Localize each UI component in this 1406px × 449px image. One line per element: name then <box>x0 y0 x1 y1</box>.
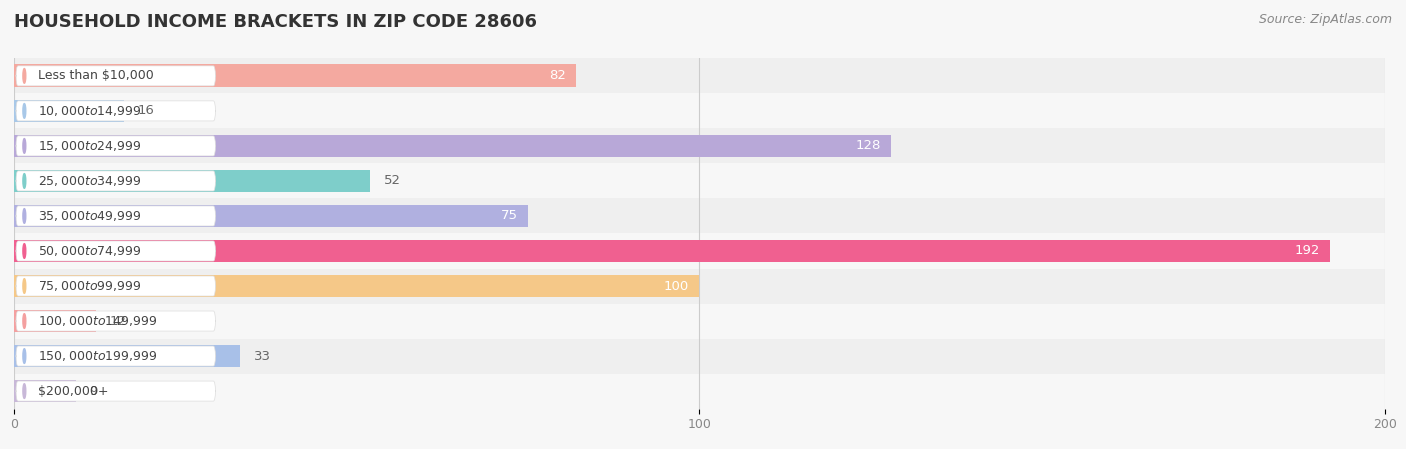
Bar <box>14 65 576 87</box>
Text: $50,000 to $74,999: $50,000 to $74,999 <box>38 244 142 258</box>
Bar <box>0 128 1385 163</box>
Text: 75: 75 <box>501 210 517 222</box>
Bar <box>14 100 124 122</box>
Bar <box>0 233 1385 269</box>
Bar <box>0 58 1385 93</box>
Circle shape <box>22 314 25 328</box>
Text: $200,000+: $200,000+ <box>38 385 108 397</box>
Bar <box>0 163 1385 198</box>
FancyBboxPatch shape <box>15 381 215 401</box>
Bar <box>0 198 1385 233</box>
Text: 192: 192 <box>1295 245 1320 257</box>
Bar <box>14 240 1330 262</box>
Text: HOUSEHOLD INCOME BRACKETS IN ZIP CODE 28606: HOUSEHOLD INCOME BRACKETS IN ZIP CODE 28… <box>14 13 537 31</box>
Circle shape <box>22 104 25 118</box>
Text: 128: 128 <box>856 140 882 152</box>
Bar <box>14 380 76 402</box>
Text: 33: 33 <box>254 350 271 362</box>
FancyBboxPatch shape <box>15 171 215 191</box>
Bar <box>14 170 371 192</box>
Circle shape <box>22 69 25 83</box>
Bar <box>0 339 1385 374</box>
FancyBboxPatch shape <box>15 346 215 366</box>
Bar <box>0 269 1385 304</box>
Text: Less than $10,000: Less than $10,000 <box>38 70 153 82</box>
Circle shape <box>22 209 25 223</box>
Text: 82: 82 <box>548 70 565 82</box>
Bar <box>14 205 529 227</box>
Text: $100,000 to $149,999: $100,000 to $149,999 <box>38 314 157 328</box>
Text: $75,000 to $99,999: $75,000 to $99,999 <box>38 279 142 293</box>
Circle shape <box>22 384 25 398</box>
Circle shape <box>22 174 25 188</box>
Circle shape <box>22 139 25 153</box>
Text: $25,000 to $34,999: $25,000 to $34,999 <box>38 174 142 188</box>
Bar <box>0 304 1385 339</box>
Text: $10,000 to $14,999: $10,000 to $14,999 <box>38 104 142 118</box>
Text: 12: 12 <box>110 315 127 327</box>
Bar <box>14 135 891 157</box>
Text: 52: 52 <box>384 175 401 187</box>
Circle shape <box>22 244 25 258</box>
FancyBboxPatch shape <box>15 241 215 261</box>
FancyBboxPatch shape <box>15 136 215 156</box>
FancyBboxPatch shape <box>15 276 215 296</box>
Text: 100: 100 <box>664 280 689 292</box>
Circle shape <box>22 349 25 363</box>
Bar <box>14 275 700 297</box>
Text: $150,000 to $199,999: $150,000 to $199,999 <box>38 349 157 363</box>
Bar <box>0 93 1385 128</box>
FancyBboxPatch shape <box>15 206 215 226</box>
Text: $15,000 to $24,999: $15,000 to $24,999 <box>38 139 142 153</box>
FancyBboxPatch shape <box>15 101 215 121</box>
Text: $35,000 to $49,999: $35,000 to $49,999 <box>38 209 142 223</box>
Text: 9: 9 <box>90 385 98 397</box>
Bar <box>14 345 240 367</box>
Text: Source: ZipAtlas.com: Source: ZipAtlas.com <box>1258 13 1392 26</box>
FancyBboxPatch shape <box>15 66 215 86</box>
Text: 16: 16 <box>138 105 155 117</box>
FancyBboxPatch shape <box>15 311 215 331</box>
Bar <box>14 310 96 332</box>
Circle shape <box>22 279 25 293</box>
Bar <box>0 374 1385 409</box>
